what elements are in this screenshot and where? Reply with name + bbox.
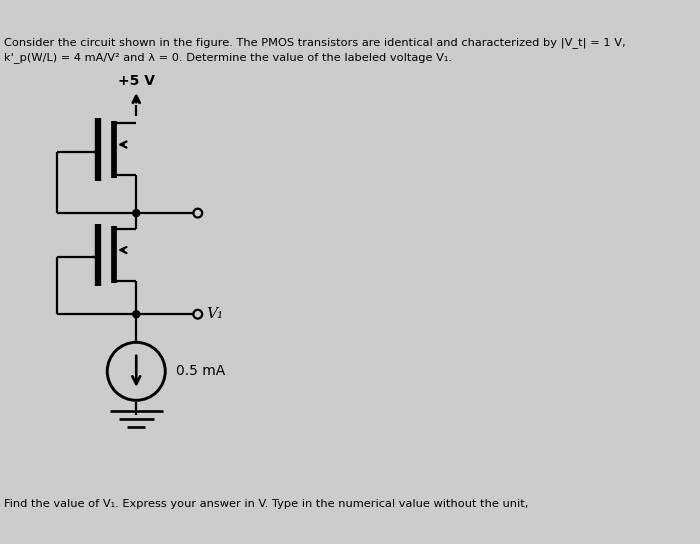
Text: Consider the circuit shown in the figure. The PMOS transistors are identical and: Consider the circuit shown in the figure…	[4, 38, 626, 48]
Text: V₁: V₁	[206, 307, 224, 321]
Text: +5 V: +5 V	[118, 75, 155, 88]
Text: k'_p(W/L) = 4 mA/V² and λ = 0. Determine the value of the labeled voltage V₁.: k'_p(W/L) = 4 mA/V² and λ = 0. Determine…	[4, 52, 452, 63]
Circle shape	[133, 209, 140, 217]
Text: Find the value of V₁. Express your answer in V. Type in the numerical value with: Find the value of V₁. Express your answe…	[4, 499, 528, 509]
Circle shape	[133, 311, 140, 318]
Text: 0.5 mA: 0.5 mA	[176, 364, 225, 378]
